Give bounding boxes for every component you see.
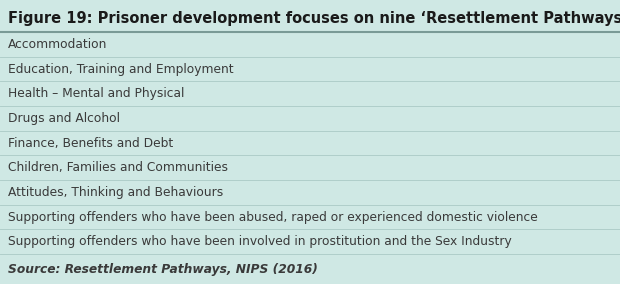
- Text: Supporting offenders who have been abused, raped or experienced domestic violenc: Supporting offenders who have been abuse…: [8, 210, 538, 224]
- Text: Children, Families and Communities: Children, Families and Communities: [8, 161, 228, 174]
- Text: Finance, Benefits and Debt: Finance, Benefits and Debt: [8, 137, 173, 149]
- Text: Attitudes, Thinking and Behaviours: Attitudes, Thinking and Behaviours: [8, 186, 223, 199]
- Text: Accommodation: Accommodation: [8, 38, 107, 51]
- Text: Source: Resettlement Pathways, NIPS (2016): Source: Resettlement Pathways, NIPS (201…: [8, 262, 318, 275]
- Text: Figure 19: Prisoner development focuses on nine ‘Resettlement Pathways’: Figure 19: Prisoner development focuses …: [8, 11, 620, 26]
- Text: Health – Mental and Physical: Health – Mental and Physical: [8, 87, 184, 100]
- Text: Education, Training and Employment: Education, Training and Employment: [8, 62, 234, 76]
- Text: Supporting offenders who have been involved in prostitution and the Sex Industry: Supporting offenders who have been invol…: [8, 235, 511, 248]
- Text: Drugs and Alcohol: Drugs and Alcohol: [8, 112, 120, 125]
